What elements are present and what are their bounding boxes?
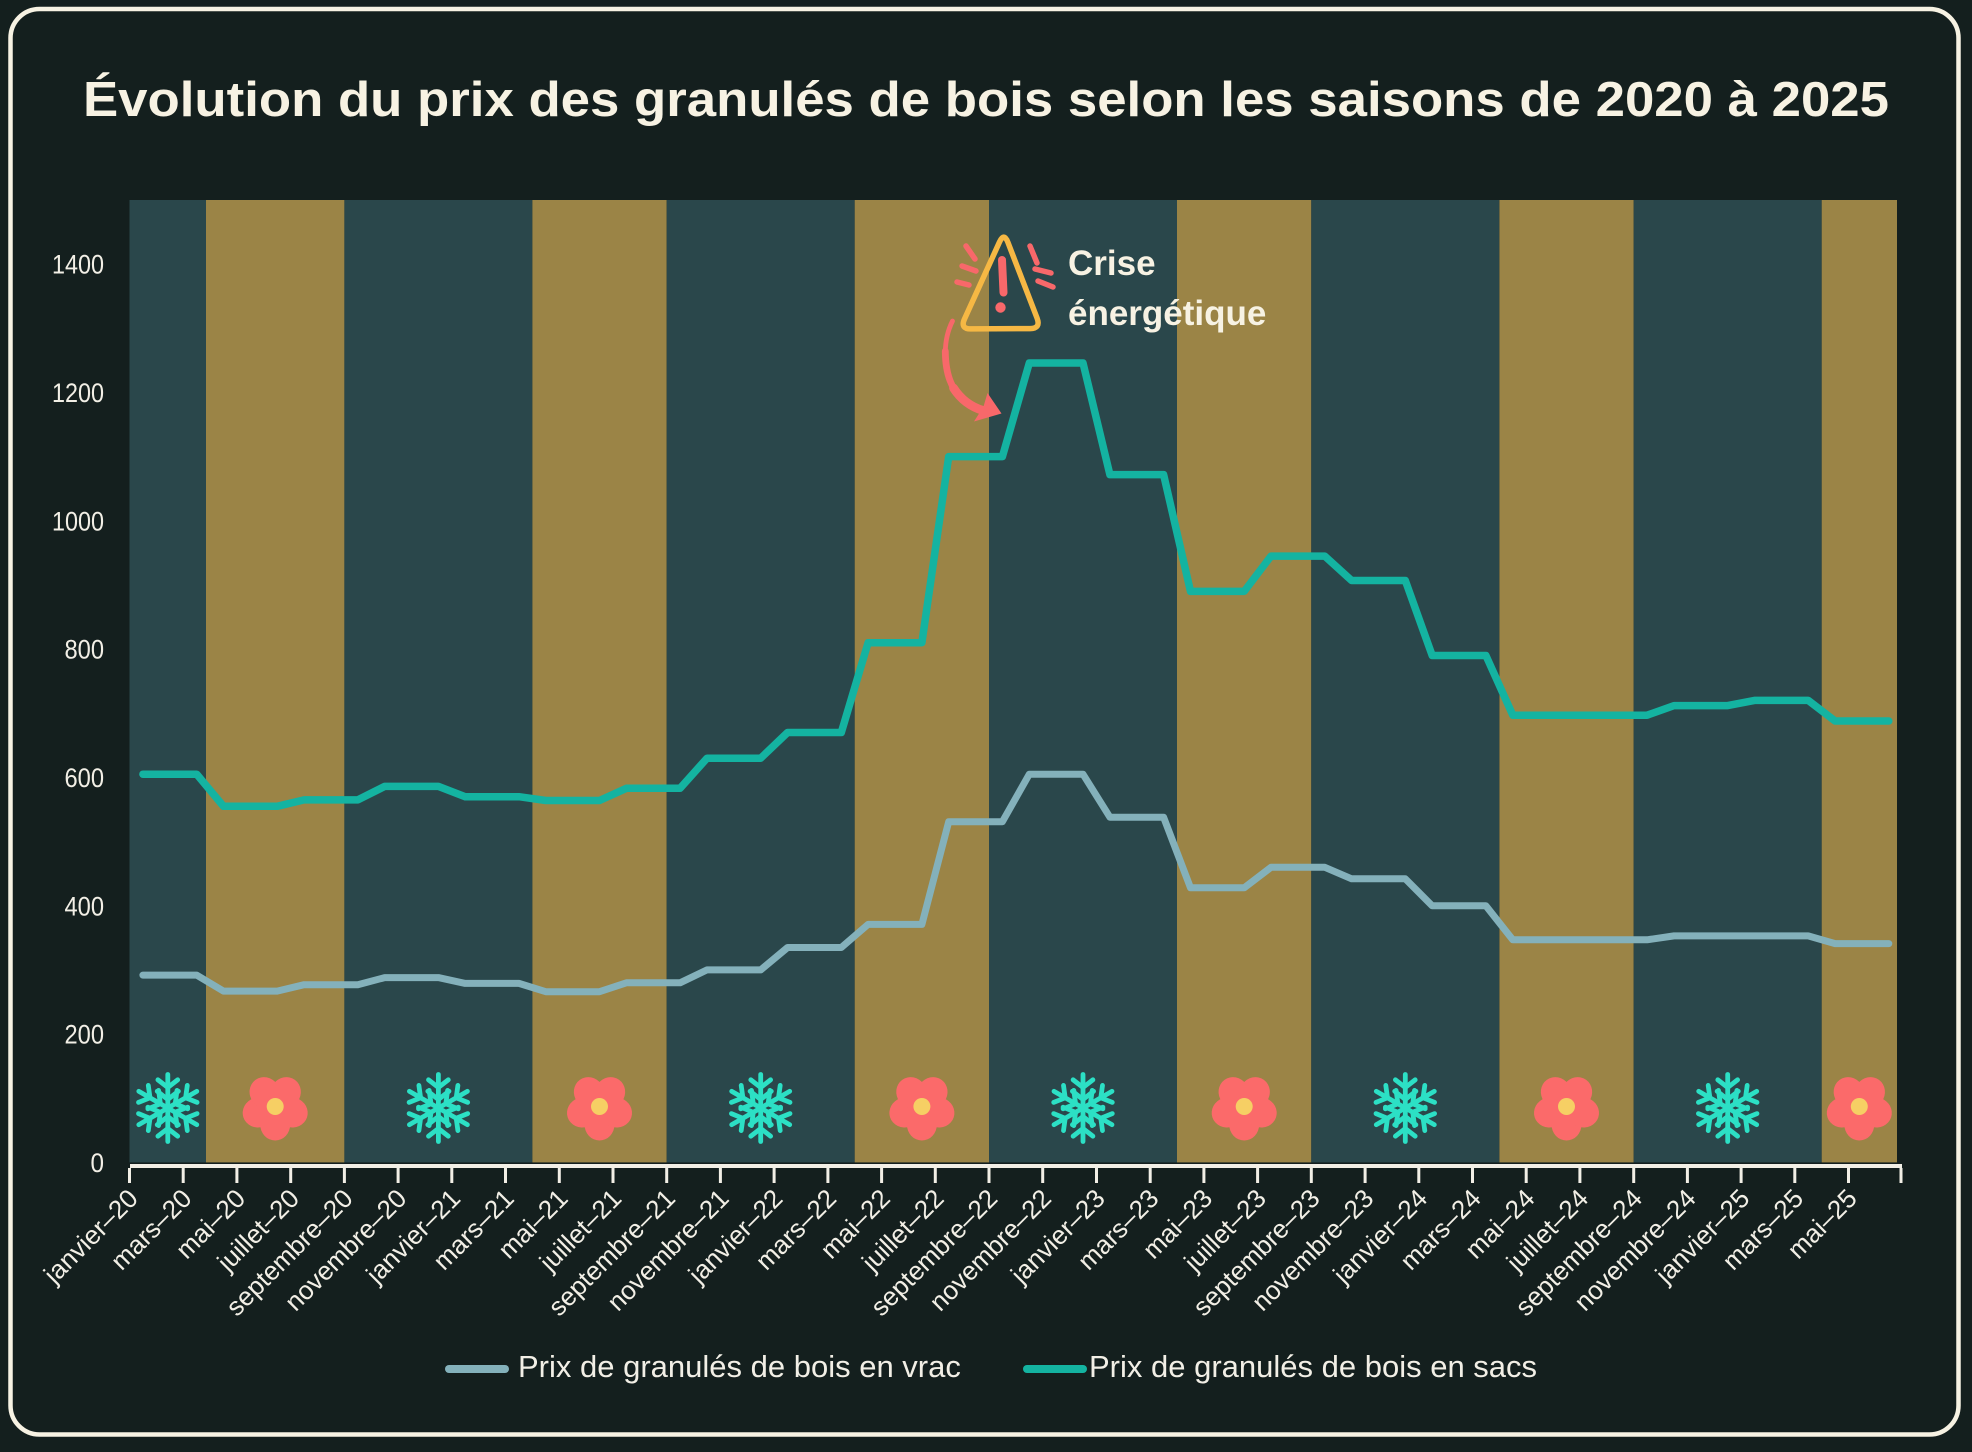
svg-text:Crise: Crise — [1068, 244, 1156, 283]
svg-text:400: 400 — [65, 891, 105, 921]
svg-text:Évolution du prix des granulés: Évolution du prix des granulés de bois s… — [83, 71, 1889, 127]
svg-text:1200: 1200 — [52, 378, 104, 408]
svg-text:0: 0 — [91, 1148, 105, 1178]
svg-text:600: 600 — [65, 763, 105, 793]
svg-text:1400: 1400 — [52, 250, 104, 280]
svg-text:200: 200 — [65, 1020, 105, 1050]
svg-text:énergétique: énergétique — [1068, 294, 1266, 333]
svg-text:Prix de granulés de bois en sa: Prix de granulés de bois en sacs — [1089, 1349, 1537, 1384]
svg-text:Prix de granulés de bois en vr: Prix de granulés de bois en vrac — [518, 1349, 961, 1384]
svg-text:1000: 1000 — [52, 506, 104, 536]
svg-text:800: 800 — [65, 635, 105, 665]
